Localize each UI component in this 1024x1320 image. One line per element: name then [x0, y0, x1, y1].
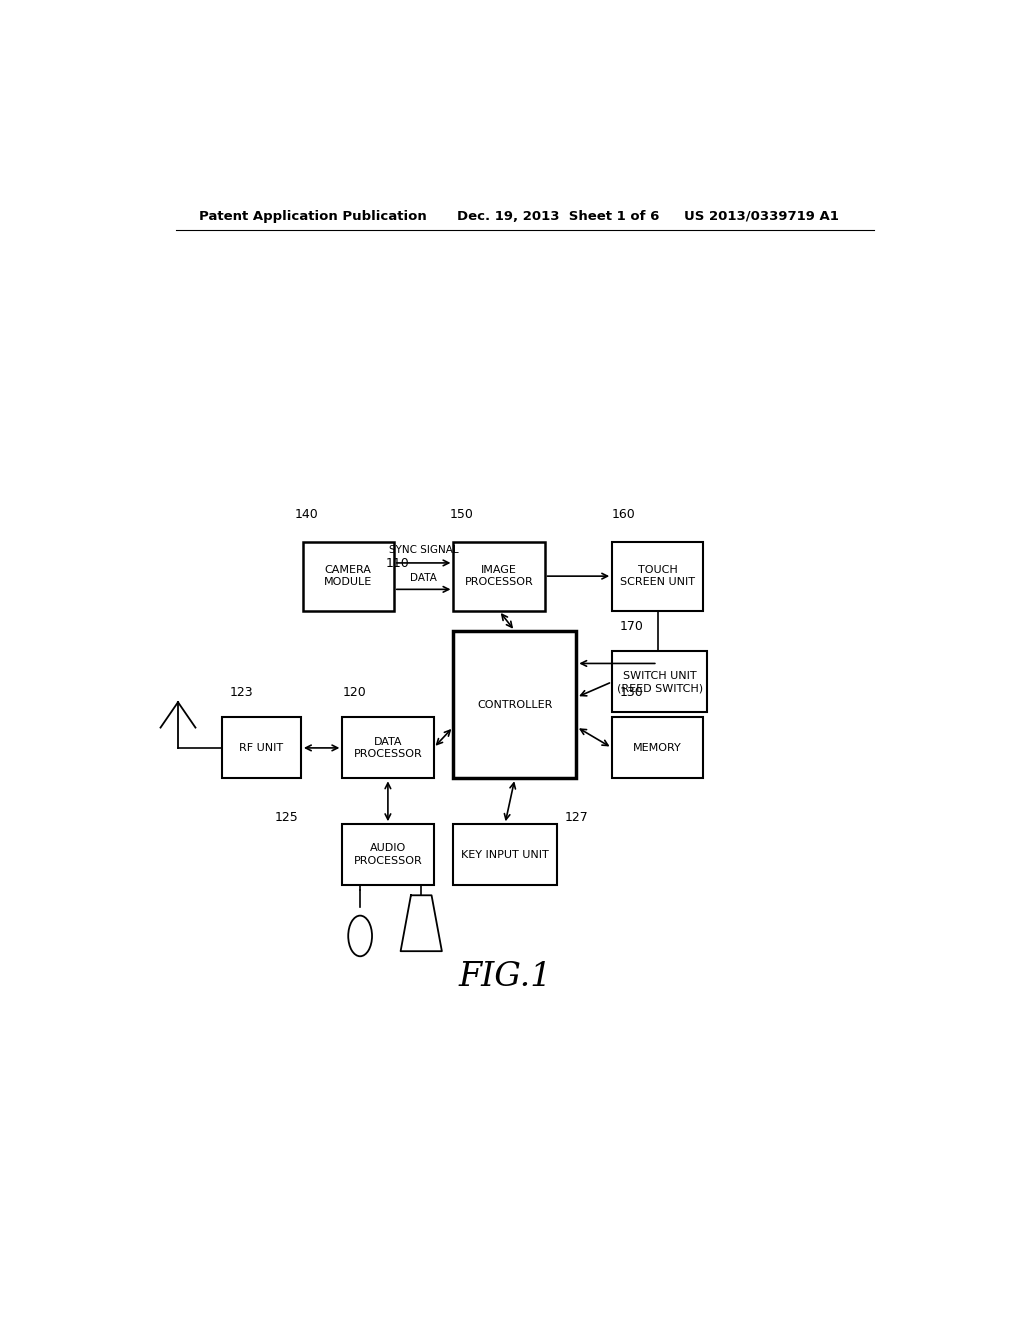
FancyBboxPatch shape [612, 718, 703, 779]
Text: 170: 170 [620, 620, 644, 634]
Text: SYNC SIGNAL: SYNC SIGNAL [389, 545, 459, 554]
Text: 123: 123 [229, 686, 253, 700]
Text: FIG.1: FIG.1 [458, 961, 552, 993]
FancyBboxPatch shape [612, 651, 708, 713]
Text: CONTROLLER: CONTROLLER [477, 700, 553, 710]
Ellipse shape [348, 916, 372, 956]
Text: KEY INPUT UNIT: KEY INPUT UNIT [461, 850, 549, 859]
Text: 150: 150 [450, 508, 473, 521]
FancyBboxPatch shape [303, 541, 394, 611]
Text: Dec. 19, 2013  Sheet 1 of 6: Dec. 19, 2013 Sheet 1 of 6 [458, 210, 659, 223]
Text: 160: 160 [612, 508, 636, 521]
Text: DATA
PROCESSOR: DATA PROCESSOR [353, 737, 422, 759]
Text: MEMORY: MEMORY [634, 743, 682, 752]
Text: CAMERA
MODULE: CAMERA MODULE [325, 565, 373, 587]
Text: TOUCH
SCREEN UNIT: TOUCH SCREEN UNIT [621, 565, 695, 587]
Text: RF UNIT: RF UNIT [240, 743, 284, 752]
FancyBboxPatch shape [221, 718, 301, 779]
FancyBboxPatch shape [612, 541, 703, 611]
Text: DATA: DATA [411, 573, 437, 583]
Text: US 2013/0339719 A1: US 2013/0339719 A1 [684, 210, 839, 223]
Text: 127: 127 [564, 812, 588, 824]
Text: Patent Application Publication: Patent Application Publication [200, 210, 427, 223]
Text: IMAGE
PROCESSOR: IMAGE PROCESSOR [465, 565, 534, 587]
Text: SWITCH UNIT
(REED SWITCH): SWITCH UNIT (REED SWITCH) [616, 671, 702, 693]
Text: 125: 125 [274, 812, 299, 824]
Text: 130: 130 [620, 686, 644, 700]
Text: 140: 140 [295, 508, 318, 521]
FancyBboxPatch shape [454, 541, 545, 611]
Text: 120: 120 [342, 686, 366, 700]
FancyBboxPatch shape [454, 824, 557, 886]
FancyBboxPatch shape [342, 718, 433, 779]
Text: 110: 110 [386, 557, 410, 570]
FancyBboxPatch shape [342, 824, 433, 886]
Text: AUDIO
PROCESSOR: AUDIO PROCESSOR [353, 843, 422, 866]
FancyBboxPatch shape [454, 631, 577, 779]
